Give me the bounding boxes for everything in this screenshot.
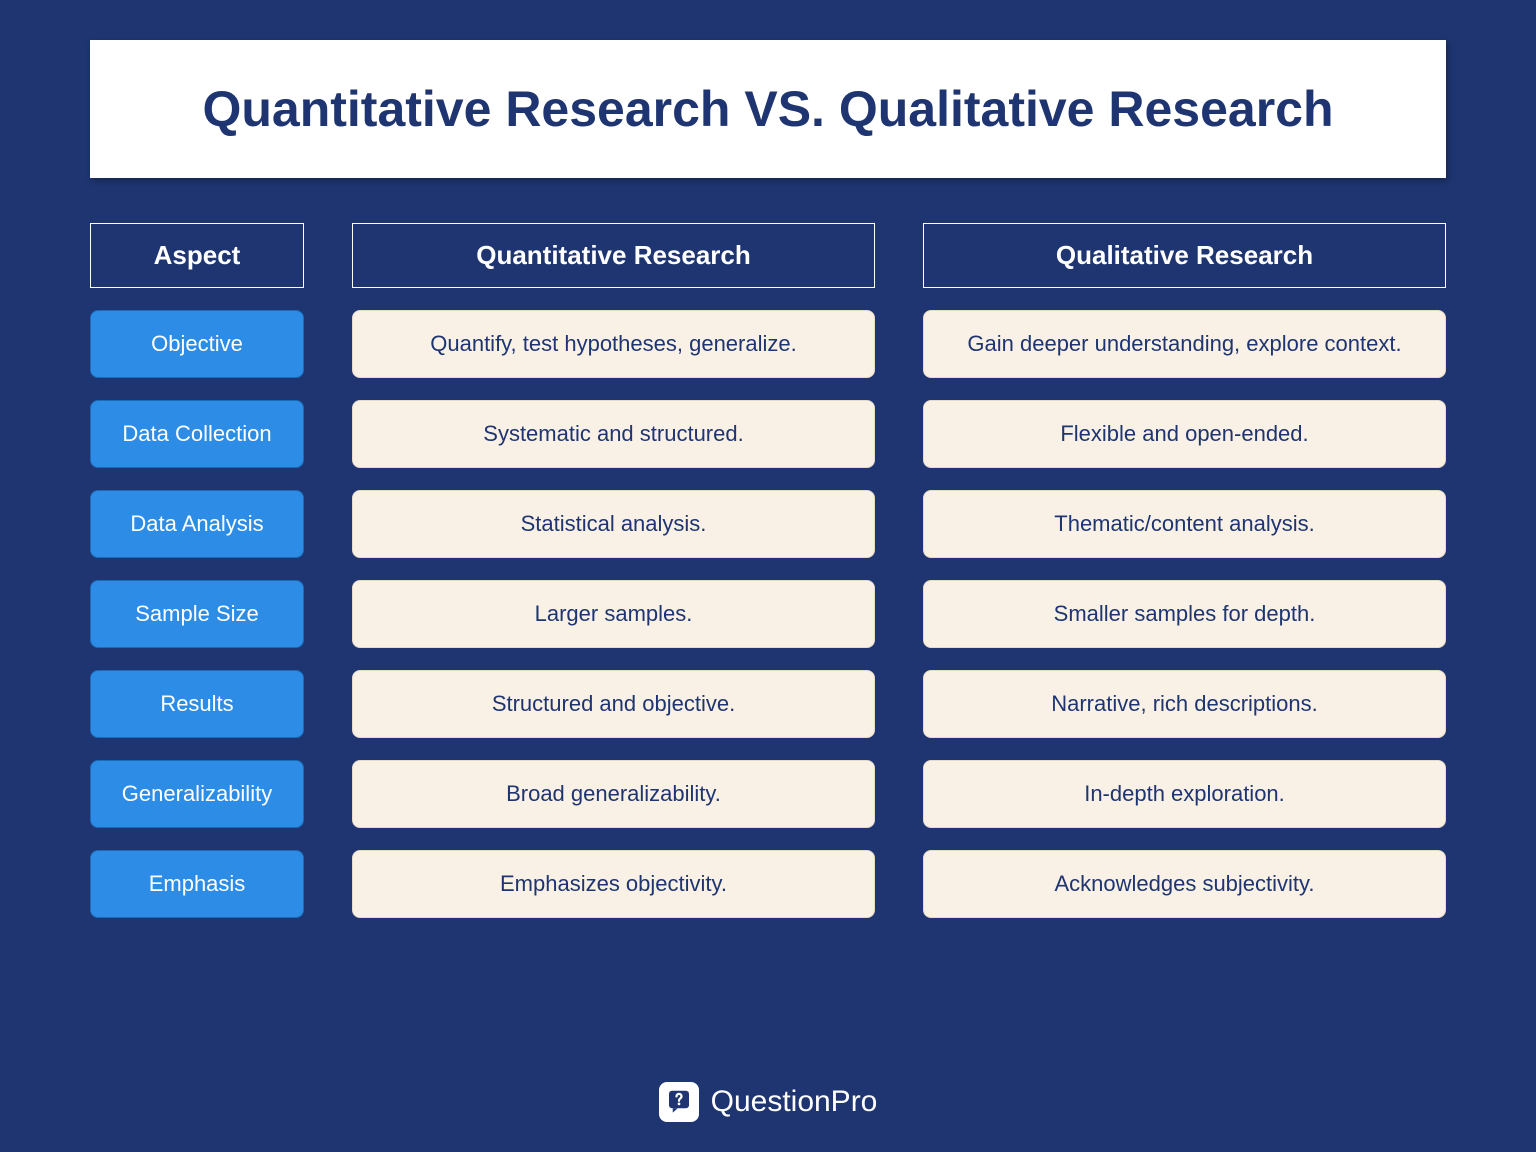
aspect-cell: Objective: [90, 310, 304, 378]
aspect-cell: Sample Size: [90, 580, 304, 648]
quantitative-cell: Quantify, test hypotheses, generalize.: [352, 310, 875, 378]
questionpro-logo-icon: [659, 1082, 699, 1122]
comparison-table: Aspect Quantitative Research Qualitative…: [90, 223, 1446, 1027]
aspect-cell: Data Collection: [90, 400, 304, 468]
quantitative-cell: Emphasizes objectivity.: [352, 850, 875, 918]
qualitative-cell: Flexible and open-ended.: [923, 400, 1446, 468]
table-row: Objective Quantify, test hypotheses, gene…: [90, 310, 1446, 378]
quantitative-cell: Statistical analysis.: [352, 490, 875, 558]
table-row: Results Structured and objective. Narrativ…: [90, 670, 1446, 738]
aspect-cell: Data Analysis: [90, 490, 304, 558]
table-row: Data Analysis Statistical analysis. Themat…: [90, 490, 1446, 558]
quantitative-cell: Structured and objective.: [352, 670, 875, 738]
quantitative-cell: Broad generalizability.: [352, 760, 875, 828]
header-quantitative: Quantitative Research: [352, 223, 875, 288]
title-panel: Quantitative Research VS. Qualitative Re…: [90, 40, 1446, 178]
brand-name: QuestionPro: [711, 1085, 878, 1119]
quantitative-cell: Larger samples.: [352, 580, 875, 648]
table-row: Generalizability Broad generalizability. I…: [90, 760, 1446, 828]
aspect-cell: Generalizability: [90, 760, 304, 828]
aspect-cell: Emphasis: [90, 850, 304, 918]
header-aspect: Aspect: [90, 223, 304, 288]
table-row: Emphasis Emphasizes objectivity. Acknowled…: [90, 850, 1446, 918]
table-row: Data Collection Systematic and structured…: [90, 400, 1446, 468]
qualitative-cell: In-depth exploration.: [923, 760, 1446, 828]
qualitative-cell: Acknowledges subjectivity.: [923, 850, 1446, 918]
qualitative-cell: Thematic/content analysis.: [923, 490, 1446, 558]
qualitative-cell: Narrative, rich descriptions.: [923, 670, 1446, 738]
page-title: Quantitative Research VS. Qualitative Re…: [120, 80, 1416, 138]
aspect-cell: Results: [90, 670, 304, 738]
header-qualitative: Qualitative Research: [923, 223, 1446, 288]
qualitative-cell: Gain deeper understanding, explore conte…: [923, 310, 1446, 378]
footer: QuestionPro: [90, 1082, 1446, 1122]
table-header-row: Aspect Quantitative Research Qualitative…: [90, 223, 1446, 288]
table-row: Sample Size Larger samples. Smaller sample…: [90, 580, 1446, 648]
quantitative-cell: Systematic and structured.: [352, 400, 875, 468]
qualitative-cell: Smaller samples for depth.: [923, 580, 1446, 648]
